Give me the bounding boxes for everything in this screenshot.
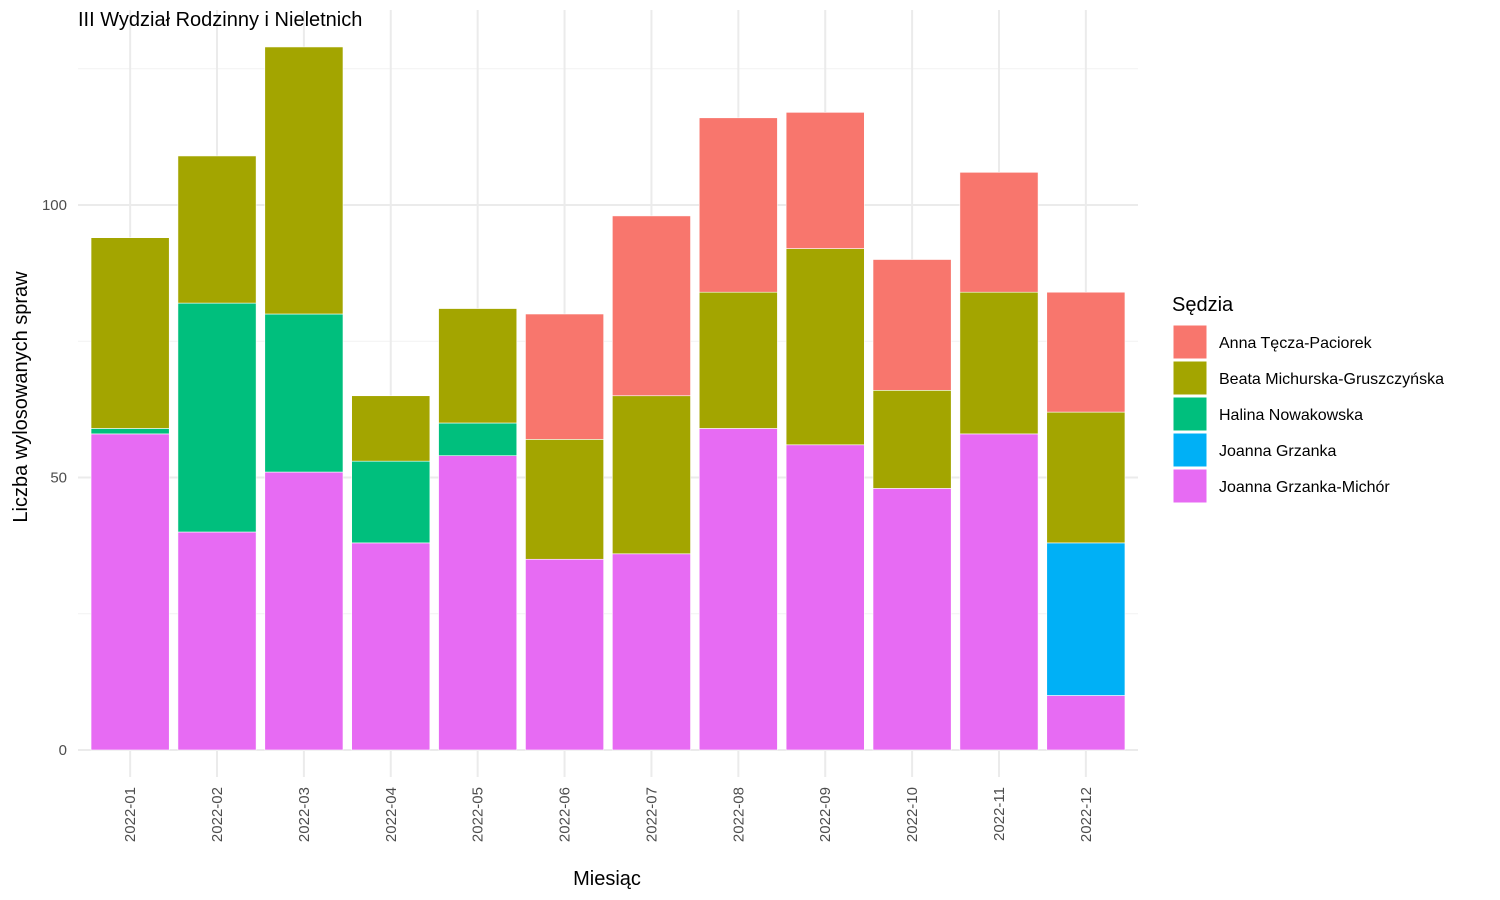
bar-segment [525, 439, 604, 560]
legend-swatch [1172, 360, 1208, 396]
bar-segment [438, 455, 518, 751]
bar-segment [959, 172, 1039, 293]
x-tick-label: 2022-08 [730, 787, 747, 842]
legend-label: Beata Michurska-Gruszczyńska [1219, 371, 1444, 388]
x-axis-ticks: 2022-01 2022-02 2022-03 2022-04 2022-05 2022-… [122, 787, 1095, 842]
bar-segment [785, 444, 865, 751]
bar-segment [177, 531, 257, 751]
legend-items: Anna Tęcza-Paciorek Beata Michurska-Grusz… [1172, 324, 1444, 504]
bar-segment [351, 542, 431, 751]
bar-segment [177, 302, 257, 533]
x-tick-label: 2022-10 [904, 787, 921, 842]
bar-segment [785, 112, 865, 249]
x-tick-label: 2022-11 [991, 787, 1008, 841]
bar-segment [351, 395, 431, 462]
x-tick-label: 2022-09 [817, 787, 834, 842]
legend-swatch [1172, 432, 1208, 468]
bar-segment [872, 389, 952, 489]
bar-segment [1046, 695, 1126, 751]
bar-segment [872, 488, 952, 751]
bar-segment [612, 553, 691, 751]
bar-segment [351, 460, 431, 544]
x-tick-label: 2022-02 [209, 787, 226, 842]
bar-segment [785, 248, 865, 446]
bar-segment [1046, 291, 1126, 413]
legend-title: Sędzia [1172, 294, 1234, 316]
bar-segment [1046, 411, 1126, 544]
x-tick-label: 2022-05 [470, 787, 487, 842]
legend-label: Anna Tęcza-Paciorek [1219, 335, 1373, 352]
legend-label: Halina Nowakowska [1219, 407, 1363, 424]
chart-title: III Wydział Rodzinny i Nieletnich [78, 9, 362, 31]
bar-segment [959, 433, 1039, 751]
x-tick-label: 2022-06 [557, 787, 574, 842]
legend-swatch [1172, 396, 1208, 432]
bar-segment [1046, 542, 1126, 696]
y-tick-label: 50 [50, 470, 67, 487]
bar-segment [264, 313, 344, 473]
bar-segment [698, 117, 778, 293]
bar-segment [438, 422, 518, 457]
bar-segment [264, 471, 344, 751]
x-tick-label: 2022-07 [643, 787, 660, 842]
x-tick-label: 2022-04 [383, 787, 400, 842]
bar-segment [525, 313, 604, 440]
x-axis-title: Miesiąc [573, 868, 641, 890]
bar-segment [612, 395, 691, 555]
bar-segment [959, 291, 1039, 435]
legend-label: Joanna Grzanka [1219, 443, 1337, 460]
bar-segment [90, 433, 170, 751]
bar-segment [177, 155, 257, 304]
y-axis-ticks: 0 50 100 [42, 197, 67, 759]
x-tick-label: 2022-01 [122, 787, 139, 842]
legend-swatch [1172, 468, 1208, 504]
bar-segment [612, 215, 691, 397]
legend-label: Joanna Grzanka-Michór [1219, 479, 1390, 496]
legend: Sędzia Anna Tęcza-Paciorek Beata Michursk… [1172, 294, 1444, 504]
bar-segment [525, 558, 604, 751]
bar-segment [698, 291, 778, 429]
bar-segment [264, 46, 344, 315]
legend-swatch [1172, 324, 1208, 360]
y-tick-label: 0 [59, 742, 67, 759]
y-tick-label: 100 [42, 197, 67, 214]
bar-segment [872, 259, 952, 391]
x-tick-label: 2022-12 [1078, 787, 1095, 842]
x-tick-label: 2022-03 [296, 787, 313, 842]
bar-segment [698, 428, 778, 751]
bar-segment [438, 308, 518, 424]
bar-segment [90, 237, 170, 429]
y-axis-title: Liczba wylosowanych spraw [10, 271, 32, 523]
bars [90, 46, 1126, 751]
bar-segment [90, 428, 170, 435]
